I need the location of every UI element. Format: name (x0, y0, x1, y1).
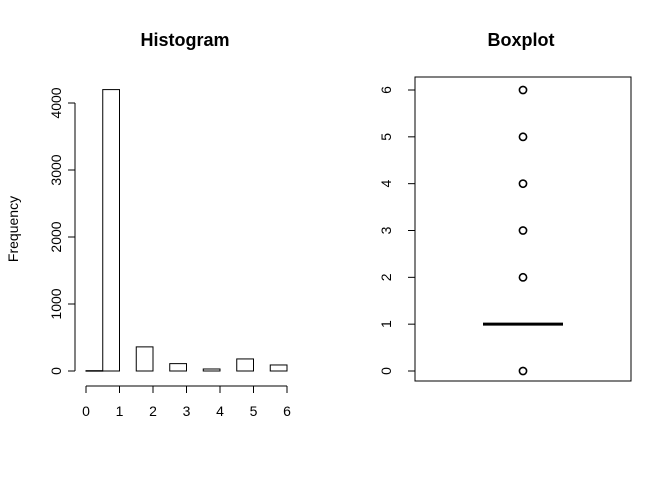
boxplot-outlier-point (518, 272, 528, 282)
histogram-bar (202, 368, 221, 372)
boxplot-y-tick-label: 5 (378, 133, 394, 141)
boxplot-y-tick-label: 1 (378, 320, 394, 328)
histogram-bars (85, 89, 288, 372)
boxplot-y-tick-label: 4 (378, 180, 394, 188)
histogram-bar (269, 364, 288, 372)
histogram-y-tick-label: 3000 (48, 154, 64, 185)
histogram-y-tick-label: 1000 (48, 288, 64, 319)
boxplot-title: Boxplot (488, 30, 555, 50)
boxplot-y-tick-label: 3 (378, 226, 394, 234)
boxplot-outlier-point (518, 132, 528, 142)
histogram-bar (85, 370, 104, 372)
histogram-y-tick-label: 4000 (48, 87, 64, 118)
boxplot-outlier-point (518, 179, 528, 189)
boxplot-y-axis: 0 1 2 3 4 5 6 (378, 86, 416, 375)
histogram-x-tick-label: 4 (216, 403, 224, 419)
histogram-x-tick-label: 2 (149, 403, 157, 419)
histogram-x-tick-label: 1 (116, 403, 124, 419)
boxplot-frame (414, 76, 632, 382)
histogram-title: Histogram (140, 30, 229, 50)
boxplot-panel: Boxplot 0 1 2 3 4 5 6 (378, 30, 632, 382)
histogram-bar (135, 346, 154, 372)
histogram-bar (102, 89, 120, 372)
boxplot-y-tick-label: 6 (378, 86, 394, 94)
histogram-y-axis: 0 1000 2000 3000 4000 (48, 87, 76, 375)
histogram-x-tick-label: 5 (250, 403, 258, 419)
boxplot-outlier-point (518, 366, 528, 376)
histogram-bar (169, 363, 187, 372)
histogram-x-tick-label: 6 (283, 403, 291, 419)
histogram-bar (236, 358, 254, 372)
boxplot-outlier-point (518, 226, 528, 235)
histogram-x-tick-label: 0 (82, 403, 90, 419)
boxplot-outlier-point (518, 85, 528, 95)
histogram-y-axis-label: Frequency (5, 196, 21, 262)
histogram-y-tick-label: 0 (48, 367, 64, 375)
boxplot-y-tick-label: 0 (378, 367, 394, 375)
histogram-x-axis: 0 1 2 3 4 5 6 (82, 385, 291, 419)
histogram-panel: Histogram Frequency 0 1 2 3 4 5 6 0 1000 2000 300… (5, 30, 291, 419)
histogram-x-tick-label: 3 (183, 403, 191, 419)
boxplot-y-tick-label: 2 (378, 273, 394, 281)
histogram-y-tick-label: 2000 (48, 221, 64, 252)
boxplot-marks (483, 85, 563, 376)
